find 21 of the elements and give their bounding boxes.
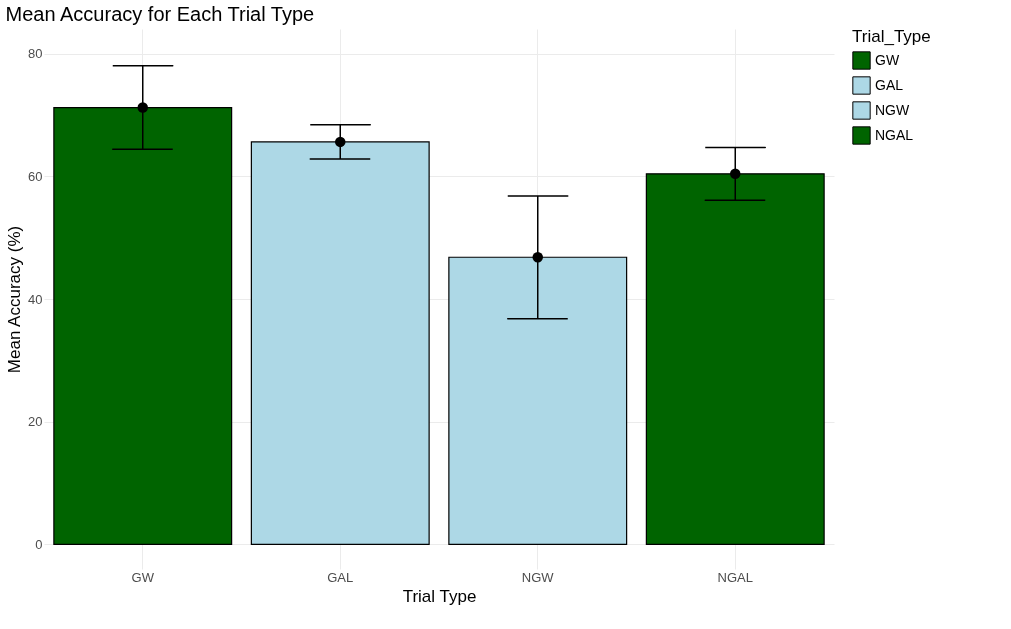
x-tick-label: GW xyxy=(131,569,155,585)
x-tick-label: GAL xyxy=(327,569,354,585)
point xyxy=(532,252,543,263)
legend-label: GAL xyxy=(875,76,904,93)
y-tick-label: 60 xyxy=(28,168,43,184)
legend-label: GW xyxy=(875,51,900,68)
y-tick-label: 80 xyxy=(28,46,43,62)
y-tick-label: 20 xyxy=(28,414,43,430)
x-tick-label: NGW xyxy=(521,569,555,585)
chart-title: Mean Accuracy for Each Trial Type xyxy=(5,3,315,25)
legend-label: NGW xyxy=(875,101,910,118)
legend-title: Trial_Type xyxy=(852,27,931,46)
x-axis-title: Trial Type xyxy=(402,586,477,606)
point xyxy=(730,168,741,180)
y-axis-title: Mean Accuracy (%) xyxy=(5,225,25,374)
x-tick-label: NGAL xyxy=(717,569,753,585)
point xyxy=(335,136,346,148)
legend-label: NGAL xyxy=(875,126,914,143)
y-tick-label: 40 xyxy=(28,291,43,307)
point xyxy=(137,102,148,113)
y-tick-label: 0 xyxy=(35,536,43,552)
